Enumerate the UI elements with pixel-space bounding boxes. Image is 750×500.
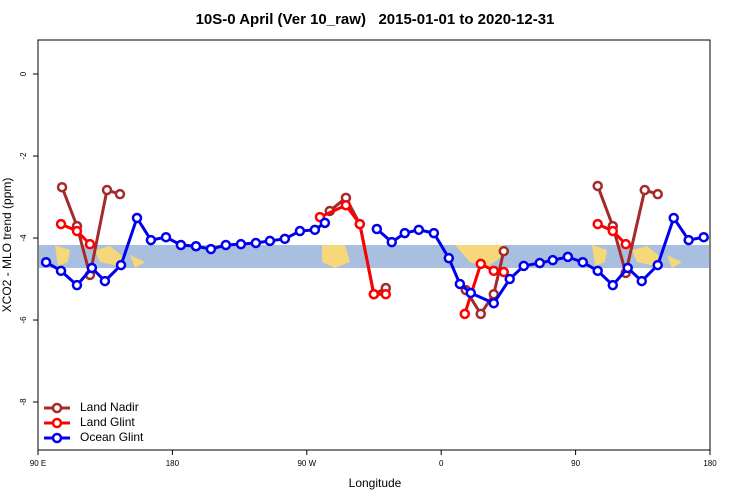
point	[354, 218, 366, 230]
point	[368, 288, 380, 300]
point	[55, 218, 67, 230]
point	[101, 184, 113, 196]
point	[620, 238, 632, 250]
point	[115, 259, 127, 271]
point	[114, 188, 126, 200]
point	[607, 225, 619, 237]
point	[488, 265, 500, 277]
point	[465, 287, 477, 299]
point	[309, 224, 321, 236]
point	[413, 224, 425, 236]
legend-label: Ocean Glint	[80, 430, 144, 444]
y-tick-label: -6	[19, 316, 28, 324]
point	[235, 238, 247, 250]
point	[279, 233, 291, 245]
point	[205, 243, 217, 255]
plot-frame	[37, 39, 711, 451]
point	[40, 256, 52, 268]
point	[294, 225, 306, 237]
point	[371, 223, 383, 235]
point	[592, 180, 603, 192]
point	[56, 181, 68, 193]
point	[652, 259, 663, 271]
point	[459, 308, 471, 320]
x-tick-label: 90 E	[30, 459, 46, 468]
point	[175, 239, 187, 251]
legend-marker	[51, 417, 63, 429]
legend-label: Land Nadir	[80, 400, 139, 414]
point	[592, 218, 603, 230]
y-tick-label: -2	[19, 152, 28, 160]
point	[488, 297, 500, 309]
point	[498, 266, 510, 278]
point	[668, 212, 679, 224]
y-tick-label: -8	[19, 398, 28, 406]
point	[577, 256, 589, 268]
point	[683, 234, 694, 246]
point	[250, 237, 262, 249]
point	[160, 231, 172, 243]
point	[652, 188, 663, 200]
y-tick-label: -4	[19, 234, 28, 242]
point	[264, 235, 276, 247]
map-strip	[39, 245, 709, 268]
point	[518, 260, 530, 272]
x-tick-label: 0	[439, 459, 444, 468]
x-tick-label: 180	[703, 459, 717, 468]
point	[443, 252, 455, 264]
point	[636, 275, 648, 287]
point	[454, 278, 466, 290]
point	[145, 234, 157, 246]
x-tick-label: 90	[571, 459, 580, 468]
point	[547, 254, 559, 266]
point	[71, 225, 83, 237]
point	[220, 239, 232, 251]
point	[639, 184, 650, 196]
point	[131, 212, 143, 224]
point	[534, 257, 546, 269]
point	[190, 240, 202, 252]
point	[319, 217, 331, 229]
x-tick-label: 180	[166, 459, 180, 468]
point	[475, 258, 487, 270]
legend-marker	[51, 402, 63, 414]
point	[504, 273, 515, 285]
legend-label: Land Glint	[80, 415, 135, 429]
point	[84, 238, 96, 250]
x-axis-label: Longitude	[349, 476, 402, 490]
y-axis-label: XCO2 - MLO trend (ppm)	[0, 178, 14, 313]
chart-title: 10S-0 April (Ver 10_raw) 2015-01-01 to 2…	[196, 11, 555, 28]
point	[475, 308, 487, 320]
point	[99, 275, 111, 287]
point	[592, 265, 603, 277]
y-tick-label: 0	[19, 71, 28, 76]
point	[386, 236, 398, 248]
point	[498, 245, 510, 257]
point	[55, 265, 67, 277]
point	[607, 279, 619, 291]
point	[71, 279, 83, 291]
point	[380, 288, 392, 300]
point	[428, 227, 440, 239]
point	[562, 251, 574, 263]
legend-marker	[51, 432, 63, 444]
point	[340, 199, 352, 211]
point	[698, 231, 709, 243]
point	[86, 262, 98, 274]
point	[622, 262, 633, 274]
x-tick-label: 90 W	[297, 459, 316, 468]
point	[399, 227, 411, 239]
